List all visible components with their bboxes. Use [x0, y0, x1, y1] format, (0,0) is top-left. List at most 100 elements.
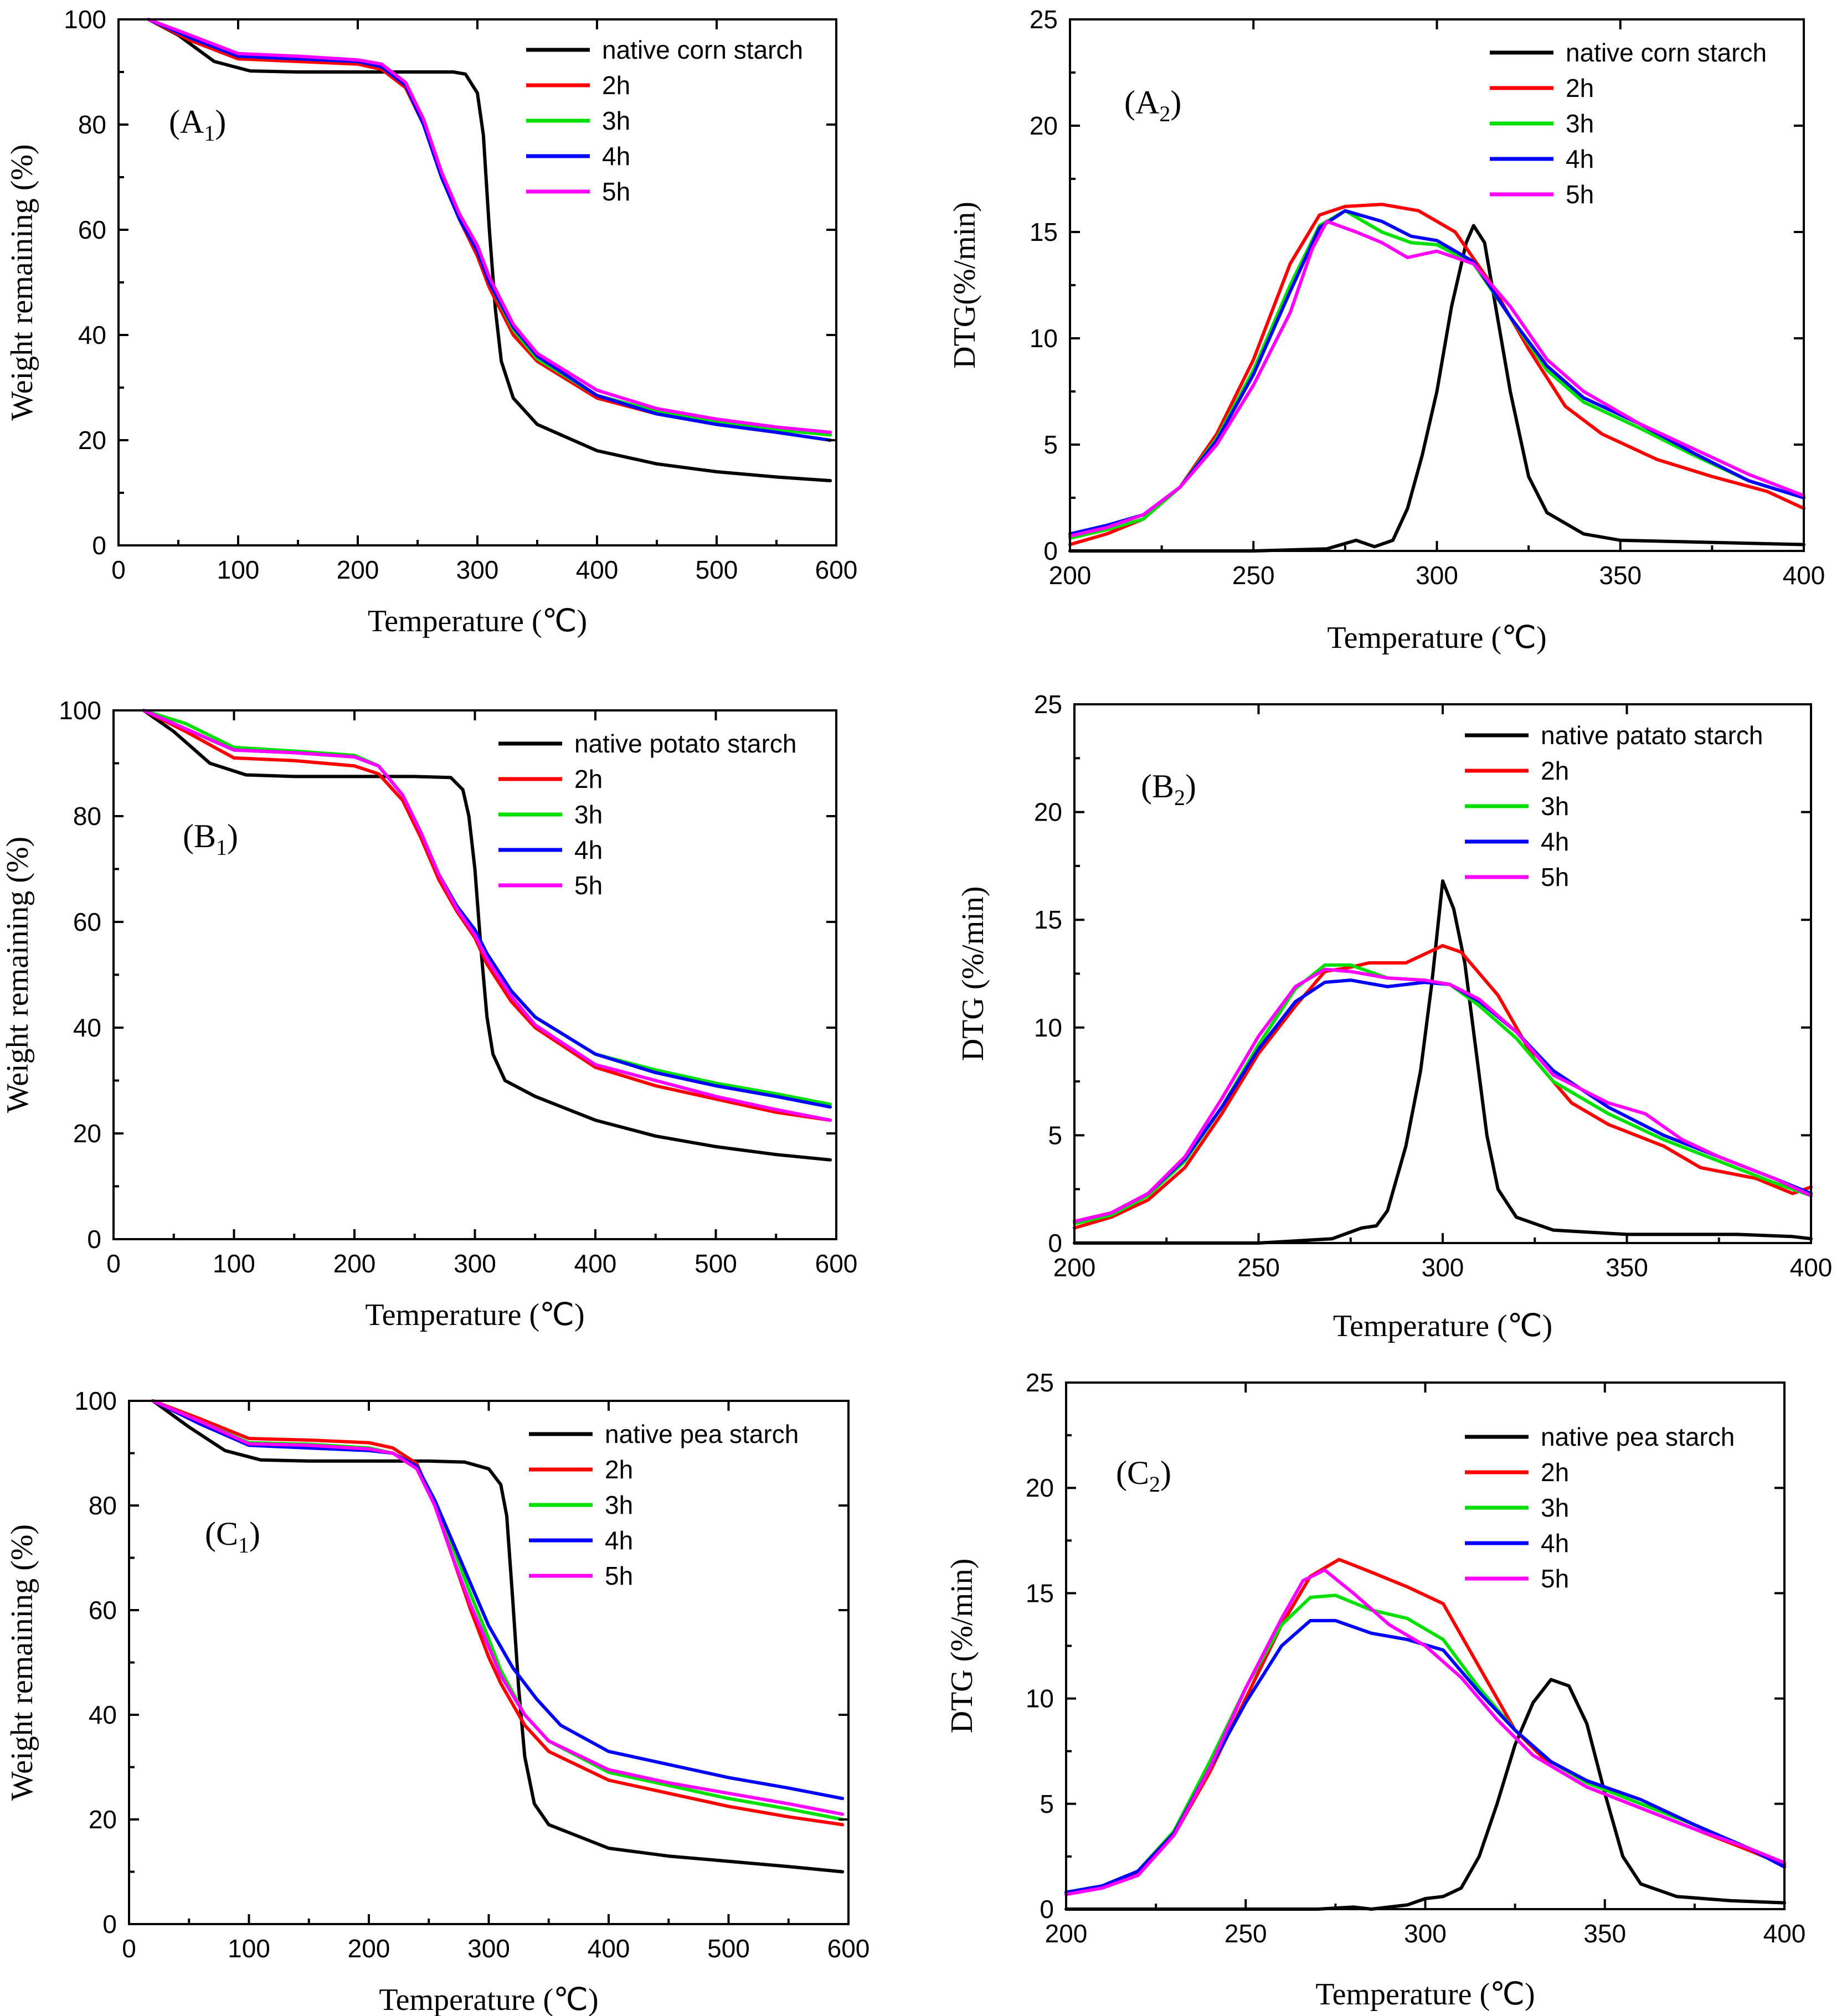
panel-label-main: (A	[169, 104, 204, 140]
panel-label: (B1)	[183, 818, 238, 860]
y-tick-label: 20	[1030, 111, 1058, 140]
legend-label: 5h	[605, 1561, 633, 1590]
series-line-2h	[151, 1399, 845, 1827]
legend-label: 2h	[574, 765, 603, 793]
x-tick-label: 0	[106, 1249, 121, 1278]
y-tick-label: 100	[59, 696, 101, 725]
panel-label-main: (B	[1141, 768, 1174, 805]
series-line-4h	[151, 1399, 845, 1801]
y-tick-label: 15	[1026, 1579, 1054, 1607]
series-line-5h	[1068, 219, 1805, 538]
y-tick-label: 25	[1030, 5, 1058, 34]
series-line-2h	[142, 709, 832, 1122]
legend: native pea starch 2h 3h 4h 5h	[529, 1420, 799, 1590]
chart-a1: 0 100 200 300 400 500 600 0 20 40 60 80 100 Temperatu…	[5, 5, 857, 638]
y-tick-label: 10	[1026, 1684, 1054, 1713]
series-line-5h	[151, 1399, 845, 1816]
y-tick-label: 25	[1034, 690, 1062, 719]
x-tick-label: 0	[111, 555, 126, 584]
y-axis-label: DTG (%/min)	[945, 1559, 979, 1734]
series-line-3h	[151, 1399, 845, 1821]
panel-label: (B2)	[1141, 768, 1196, 810]
x-axis-label: Temperature (℃)	[1327, 621, 1546, 655]
y-tick-label: 5	[1040, 1790, 1054, 1818]
y-tick-label: 60	[73, 908, 101, 936]
x-tick-label: 200	[348, 1934, 390, 1963]
x-tick-label: 250	[1225, 1919, 1267, 1948]
panel-label: (A1)	[169, 104, 226, 146]
chart-b2-series-group	[1073, 879, 1813, 1245]
y-tick-label: 10	[1034, 1013, 1062, 1042]
legend: native potato starch 2h 3h 4h 5h	[498, 729, 796, 900]
panel-label-subscript: 2	[1159, 101, 1170, 126]
x-tick-label: 200	[333, 1249, 376, 1278]
y-tick-label: 40	[78, 321, 106, 349]
y-tick-label: 10	[1030, 324, 1058, 353]
x-tick-label: 400	[1763, 1919, 1806, 1948]
series-line-3h	[142, 709, 832, 1106]
plot-frame	[112, 709, 837, 1240]
panel-label-main: (C	[1116, 1455, 1149, 1491]
panel-label-subscript: 1	[204, 121, 215, 146]
series-line-5h	[1064, 1568, 1786, 1896]
y-tick-label: 20	[78, 426, 106, 455]
plot-frame	[128, 1400, 850, 1925]
legend-label: native patato starch	[1541, 721, 1763, 750]
legend-label: 3h	[1566, 109, 1594, 138]
panel-label-close: )	[215, 104, 226, 140]
legend-label: 5h	[1541, 863, 1569, 891]
legend: native corn starch 2h 3h 4h 5h	[1490, 38, 1767, 209]
legend-label: 4h	[602, 142, 630, 171]
legend-label: 2h	[1541, 1458, 1569, 1487]
series-line-native-pea-starch	[1064, 1678, 1786, 1911]
y-tick-label: 0	[87, 1225, 101, 1254]
y-axis-label: DTG(%/min)	[948, 202, 982, 369]
y-axis-label: Weight remaining (%)	[5, 144, 39, 420]
legend-label: 3h	[1541, 1493, 1569, 1522]
x-tick-label: 250	[1232, 561, 1275, 590]
legend: native patato starch 2h 3h 4h 5h	[1465, 721, 1763, 891]
x-tick-label: 400	[574, 1249, 617, 1278]
x-axis-label: Temperature (℃)	[368, 604, 587, 638]
x-axis-label: Temperature (℃)	[1315, 1977, 1535, 2012]
x-tick-label: 300	[1416, 561, 1458, 590]
x-tick-label: 100	[217, 555, 260, 584]
chart-c1-series-group	[151, 1399, 845, 1874]
x-tick-label: 250	[1237, 1253, 1280, 1282]
series-line-native-pea-starch	[151, 1399, 845, 1874]
panel-label-subscript: 1	[216, 835, 227, 860]
legend-label: 4h	[605, 1526, 633, 1555]
series-line-5h	[142, 709, 832, 1122]
legend-label: 4h	[574, 836, 603, 864]
y-tick-label: 5	[1043, 430, 1058, 459]
y-tick-label: 0	[92, 531, 106, 560]
legend-label: native corn starch	[602, 35, 803, 64]
series-line-2h	[1073, 943, 1813, 1230]
y-tick-label: 80	[73, 802, 101, 831]
legend-label: 4h	[1541, 1529, 1569, 1558]
legend-label: 3h	[574, 800, 603, 829]
panel-label-close: )	[1170, 84, 1181, 121]
legend-label: 3h	[605, 1491, 633, 1519]
x-tick-label: 200	[1053, 1253, 1096, 1282]
series-line-4h	[1073, 978, 1813, 1224]
legend-label: 2h	[605, 1455, 633, 1484]
chart-a1-series-group	[147, 18, 832, 483]
y-tick-label: 20	[73, 1119, 101, 1148]
panel-label-close: )	[1160, 1455, 1171, 1491]
legend-label: 5h	[574, 871, 603, 900]
x-tick-label: 300	[467, 1934, 510, 1963]
y-tick-label: 40	[73, 1013, 101, 1042]
series-line-native-corn-starch	[147, 18, 832, 483]
series-line-native-patato-starch	[1073, 879, 1813, 1245]
x-tick-label: 200	[1045, 1919, 1088, 1948]
panel-label-subscript: 2	[1149, 1472, 1160, 1497]
x-tick-label: 350	[1583, 1919, 1626, 1948]
y-tick-label: 0	[1048, 1229, 1062, 1257]
legend-label: 2h	[1566, 74, 1594, 102]
panel-label-close: )	[227, 818, 238, 854]
x-tick-label: 400	[1790, 1253, 1833, 1282]
y-axis-label: Weight remaining (%)	[1, 837, 35, 1113]
panel-label-main: (A	[1124, 84, 1159, 121]
